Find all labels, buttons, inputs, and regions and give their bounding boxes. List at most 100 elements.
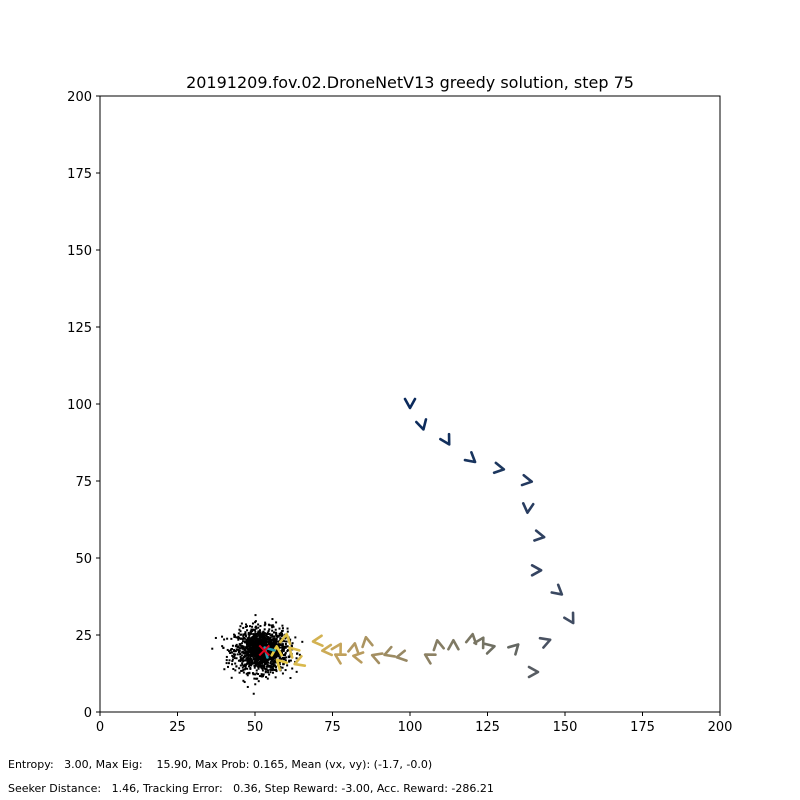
particle-point (275, 640, 278, 643)
particle-point (261, 640, 264, 643)
trajectory-marker (321, 643, 334, 657)
particle-point (275, 650, 278, 653)
particle-point (284, 652, 287, 655)
particle-point (270, 659, 273, 662)
particle-point (272, 625, 275, 628)
particle-point (262, 660, 265, 663)
particle-point (276, 654, 279, 657)
y-tick-label: 125 (67, 321, 92, 336)
particle-point (274, 631, 277, 634)
particle-point (225, 655, 228, 658)
particle-point (272, 660, 275, 663)
particle-point (262, 637, 265, 640)
particle-point (282, 649, 285, 652)
particle-point (255, 662, 258, 665)
trajectory-marker (311, 634, 324, 648)
particle-point (272, 643, 275, 646)
particle-point (237, 638, 240, 641)
particle-point (273, 631, 276, 634)
particle-point (262, 639, 265, 642)
particle-point (277, 645, 280, 648)
particle-point (253, 645, 256, 648)
trajectory-marker (352, 651, 365, 664)
trajectory-marker (527, 665, 540, 679)
particle-point (247, 633, 250, 636)
particle-point (258, 632, 261, 635)
particle-point (246, 651, 249, 654)
particle-point (272, 638, 275, 641)
particle-point (269, 655, 272, 658)
particle-point (261, 636, 264, 639)
particle-point (243, 633, 246, 636)
particle-point (266, 649, 269, 652)
particle-point (239, 655, 242, 658)
particle-point (264, 661, 267, 664)
particle-point (268, 628, 271, 631)
particle-point (245, 654, 248, 657)
particle-point (244, 659, 247, 662)
particle-point (248, 644, 251, 647)
particle-point (272, 657, 275, 660)
trajectory-marker (361, 635, 374, 649)
particle-point (252, 628, 255, 631)
trajectory-marker (483, 642, 496, 655)
particle-point (279, 643, 282, 646)
particle-point (253, 666, 256, 669)
particle-point (270, 651, 273, 654)
particle-point (260, 655, 263, 658)
particle-point (274, 643, 277, 646)
particle-point (229, 649, 232, 652)
particle-point (243, 641, 246, 644)
particle-point (266, 661, 269, 664)
particle-point (246, 656, 249, 659)
particle-point (230, 637, 233, 640)
particle-point (240, 657, 243, 660)
particle-point (254, 620, 257, 623)
particle-point (273, 637, 276, 640)
particle-point (240, 642, 243, 645)
y-axis: 0 25 50 75 100 125 150 175 200 (67, 90, 100, 721)
particle-point (266, 640, 269, 643)
particle-point (263, 628, 266, 631)
trajectory-marker (383, 645, 397, 658)
particle-point (242, 645, 245, 648)
particle-point (268, 624, 271, 627)
particle-point (252, 673, 255, 676)
particle-point (258, 648, 261, 651)
particle-point (284, 645, 287, 648)
particle-point (255, 633, 258, 636)
particle-point (232, 668, 235, 671)
particle-point (273, 659, 276, 662)
plot-area (100, 96, 720, 712)
particle-point (239, 652, 242, 655)
particle-point (268, 652, 271, 655)
x-axis: 0 25 50 75 100 125 150 175 200 (96, 712, 732, 735)
particle-point (271, 629, 274, 632)
particle-point (269, 665, 272, 668)
particle-point (261, 632, 264, 635)
particle-point (257, 673, 260, 676)
particle-point (251, 636, 254, 639)
particle-point (234, 653, 237, 656)
particle-point (264, 657, 267, 660)
particle-point (259, 648, 262, 651)
particle-point (259, 629, 262, 632)
particle-point (266, 663, 269, 666)
particle-point (267, 651, 270, 654)
particle-point (235, 643, 238, 646)
particle-point (250, 638, 253, 641)
particle-point (259, 641, 262, 644)
particle-point (269, 662, 272, 665)
particle-point (243, 668, 246, 671)
particle-point (295, 657, 298, 660)
particle-point (257, 680, 260, 683)
particle-point (239, 647, 242, 650)
particle-point (259, 658, 262, 661)
particle-point (243, 637, 246, 640)
particle-point (263, 641, 266, 644)
particle-point (232, 653, 235, 656)
particle-point (235, 657, 238, 660)
particle-point (248, 638, 251, 641)
particle-point (261, 669, 264, 672)
particle-point (254, 651, 257, 654)
